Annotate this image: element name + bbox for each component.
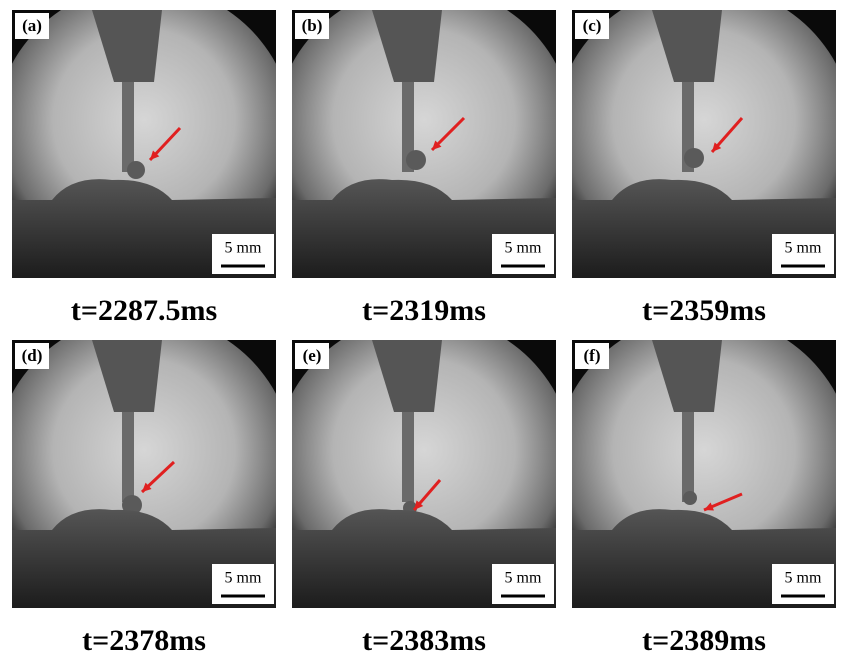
- electrode: [652, 10, 722, 82]
- arrow-head: [432, 140, 442, 150]
- droplet: [127, 161, 145, 179]
- electrode: [92, 340, 162, 412]
- label-box: [575, 13, 609, 39]
- scale-label: 5 mm: [225, 570, 262, 587]
- caption: t=2287.5ms: [71, 294, 217, 327]
- caption: t=2319ms: [362, 294, 486, 327]
- scale-label: 5 mm: [225, 240, 262, 257]
- scale-label: 5 mm: [785, 570, 822, 587]
- droplet: [684, 148, 704, 168]
- panel-label: (c): [583, 16, 602, 35]
- image: [292, 10, 556, 278]
- weld-pool: [572, 179, 836, 278]
- image: [292, 340, 556, 608]
- caption: t=2378ms: [82, 624, 206, 655]
- caption: t=2383ms: [362, 624, 486, 655]
- image: [12, 340, 276, 608]
- droplet: [406, 150, 426, 170]
- arrow-head: [150, 150, 160, 160]
- weld-pool: [292, 509, 556, 608]
- caption: t=2389ms: [642, 624, 766, 655]
- arrow-head: [712, 142, 722, 152]
- scale-label: 5 mm: [505, 240, 542, 257]
- wire: [402, 82, 414, 172]
- panel: (f) 5 mm: [572, 340, 836, 608]
- weld-pool: [12, 179, 276, 278]
- electrode: [92, 10, 162, 82]
- wire: [122, 82, 134, 172]
- weld-pool: [292, 179, 556, 278]
- panel: (a) 5 mm: [12, 10, 276, 278]
- label-box: [295, 13, 329, 39]
- label-box: [575, 343, 609, 369]
- panel: (d) 5 mm: [12, 340, 276, 608]
- panel-label: (a): [22, 16, 42, 35]
- wire: [402, 412, 414, 502]
- panel-label: (d): [22, 346, 43, 365]
- droplet: [122, 495, 142, 515]
- panel: (b) 5 mm: [292, 10, 556, 278]
- image: [572, 10, 836, 278]
- arrow-head: [142, 482, 152, 492]
- arrow-head: [704, 502, 714, 511]
- electrode: [652, 340, 722, 412]
- scale-label: 5 mm: [785, 240, 822, 257]
- panel: (e) 5 mm: [292, 340, 556, 608]
- label-box: [295, 343, 329, 369]
- image: [572, 340, 836, 608]
- droplet: [683, 491, 697, 505]
- arrow-head: [414, 500, 424, 510]
- caption: t=2359ms: [642, 294, 766, 327]
- label-box: [15, 343, 49, 369]
- image: [12, 10, 276, 278]
- electrode: [372, 10, 442, 82]
- label-box: [15, 13, 49, 39]
- panel-label: (b): [302, 16, 323, 35]
- panel: (c) 5 mm: [572, 10, 836, 278]
- weld-pool: [572, 509, 836, 608]
- scale-label: 5 mm: [505, 570, 542, 587]
- weld-pool: [12, 509, 276, 608]
- panel-label: (f): [584, 346, 601, 365]
- electrode: [372, 340, 442, 412]
- wire: [122, 412, 134, 502]
- wire: [682, 412, 694, 502]
- panel-label: (e): [303, 346, 322, 365]
